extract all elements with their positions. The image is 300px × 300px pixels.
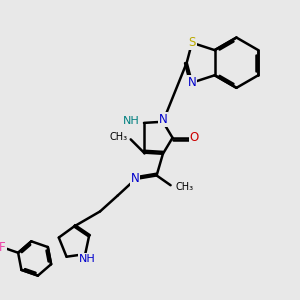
Text: CH₃: CH₃: [176, 182, 194, 192]
Text: N: N: [158, 113, 167, 126]
Text: S: S: [188, 36, 196, 49]
Text: O: O: [190, 131, 199, 144]
Text: F: F: [0, 242, 6, 254]
Text: N: N: [130, 172, 139, 185]
Text: CH₃: CH₃: [110, 132, 128, 142]
Text: NH: NH: [79, 254, 96, 264]
Text: NH: NH: [123, 116, 140, 126]
Text: N: N: [188, 76, 196, 89]
